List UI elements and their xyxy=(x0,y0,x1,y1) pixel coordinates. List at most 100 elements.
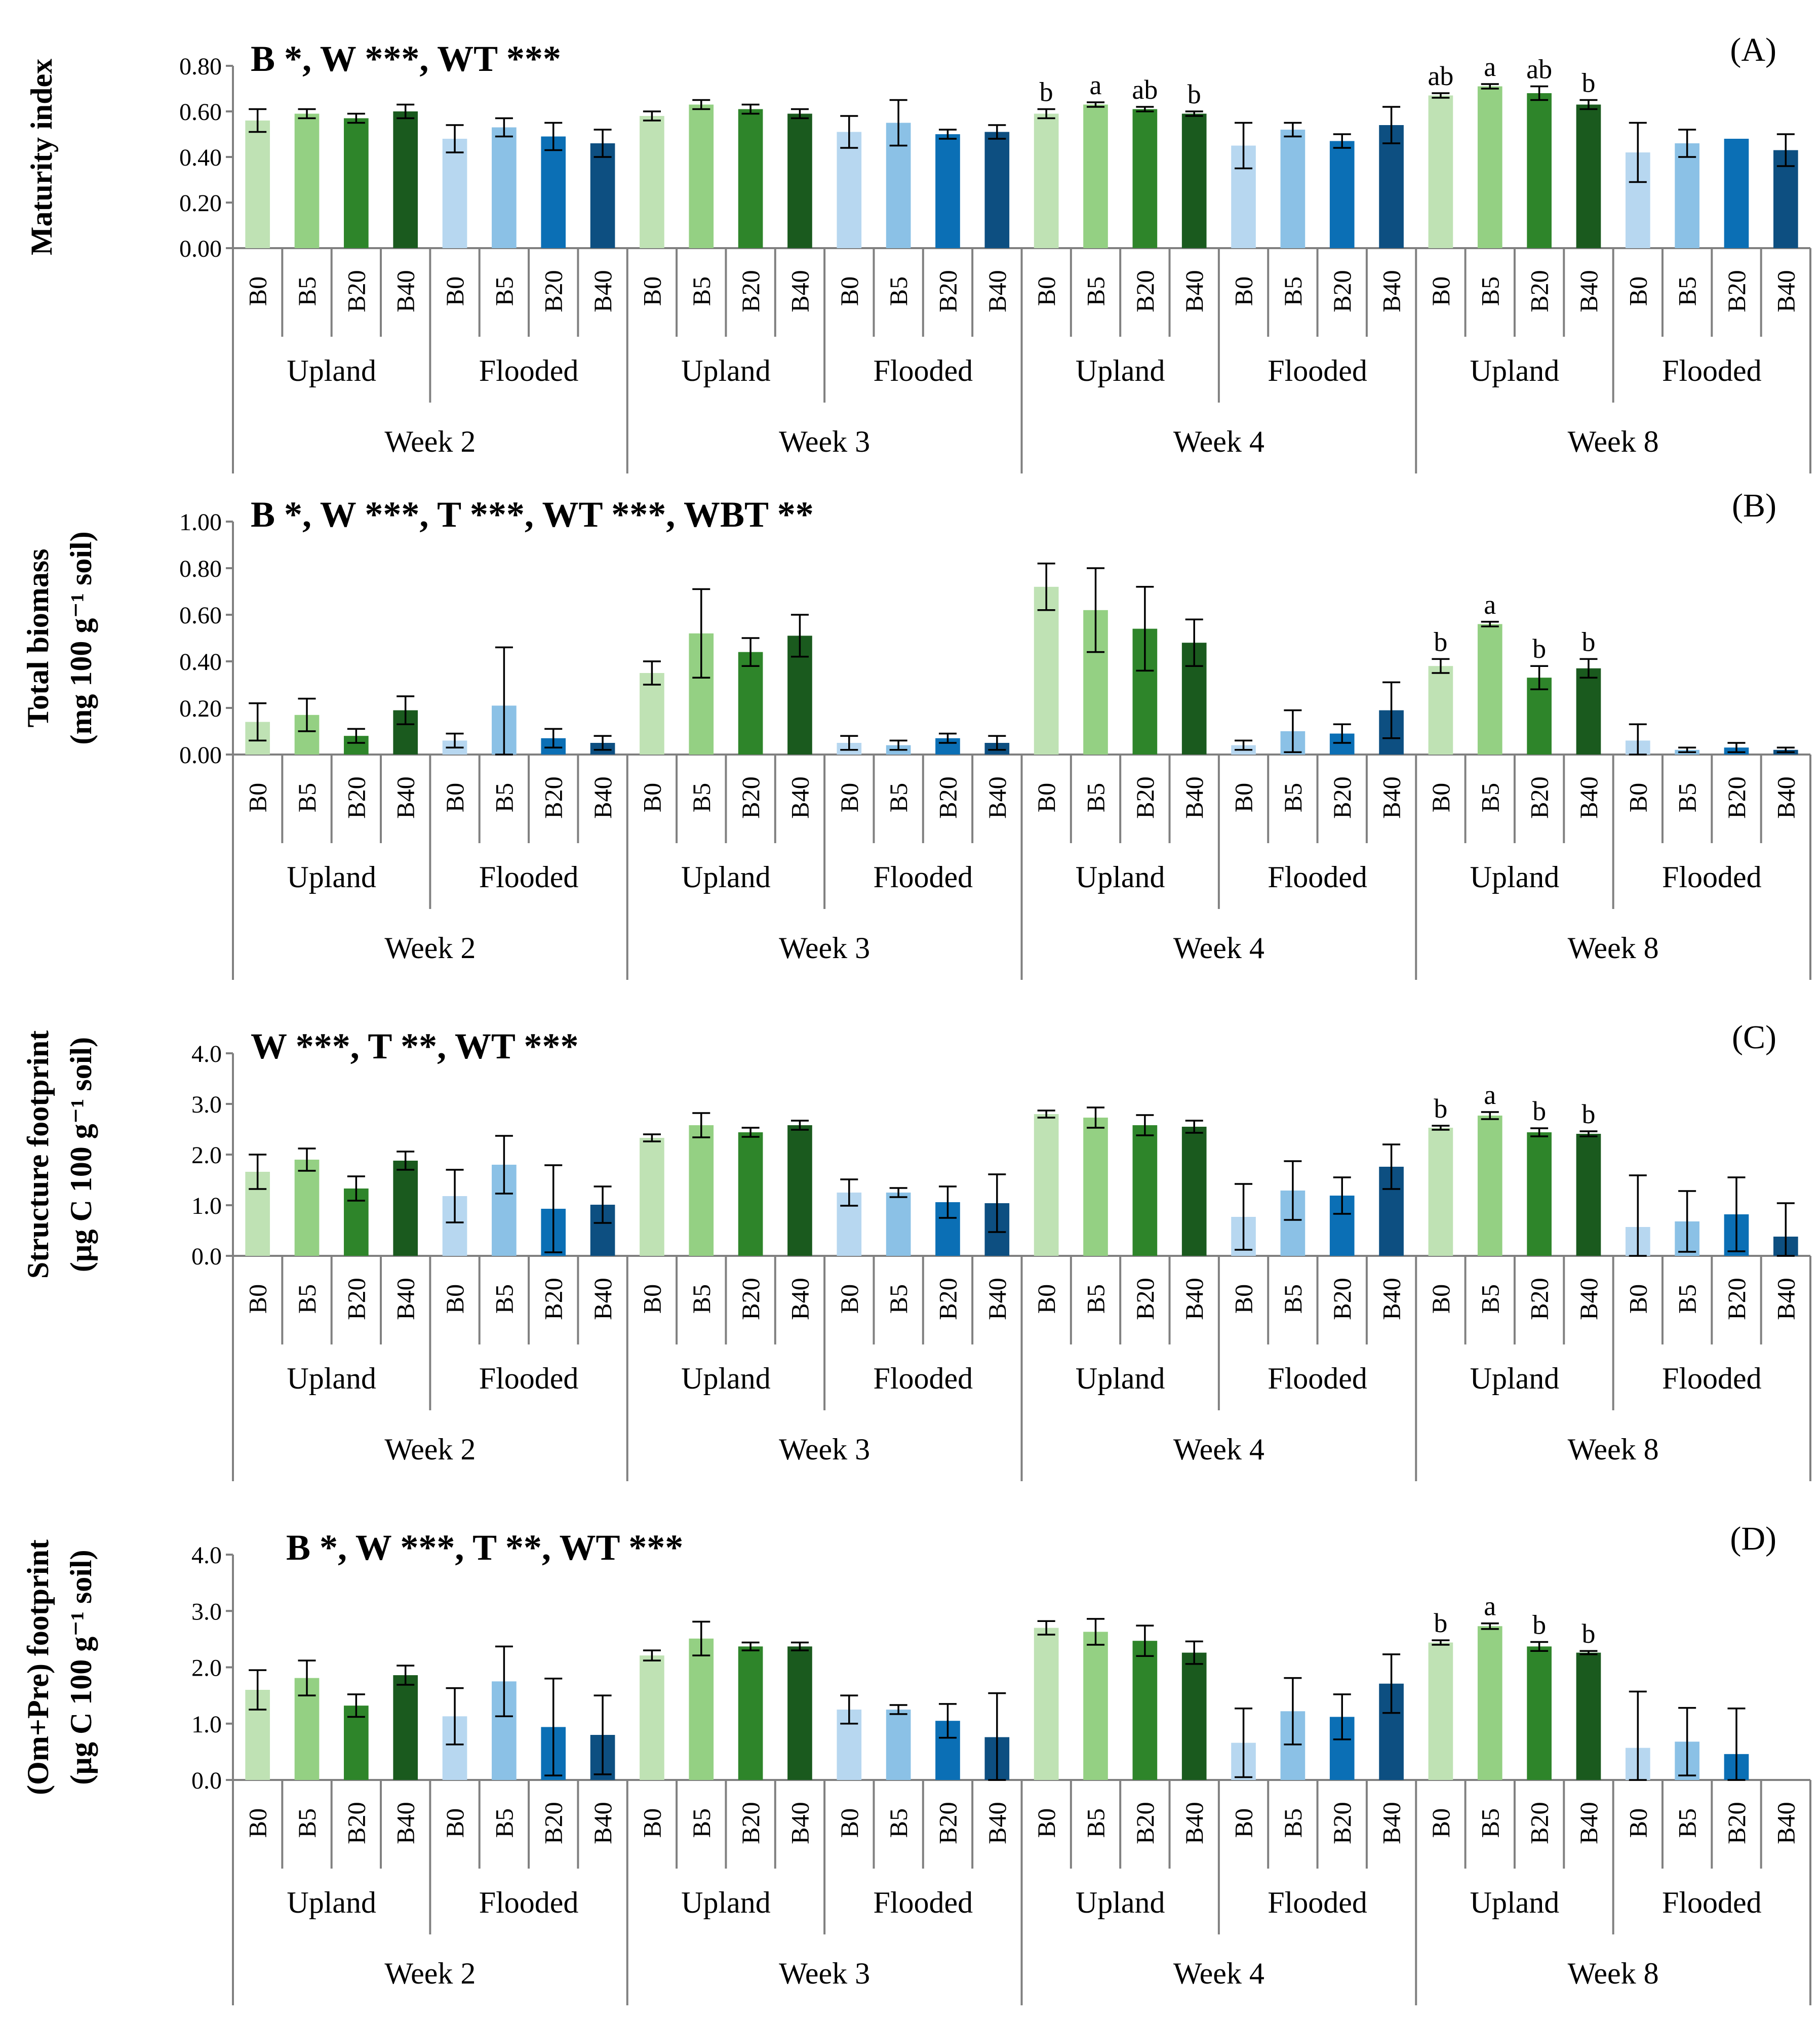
y-axis-title: (µg C 100 g⁻¹ soil) xyxy=(64,1037,98,1272)
category-tick-label: B20 xyxy=(539,1802,568,1844)
bar xyxy=(1034,1114,1059,1256)
bar xyxy=(935,134,960,248)
category-tick-label: B5 xyxy=(1673,276,1702,306)
treatment-label: Upland xyxy=(1076,1362,1165,1395)
category-tick-label: B40 xyxy=(391,776,420,818)
category-tick-label: B0 xyxy=(1230,783,1258,812)
treatment-label: Flooded xyxy=(873,1886,973,1919)
category-tick-label: B0 xyxy=(1427,276,1455,306)
bar xyxy=(787,1125,812,1256)
treatment-label: Flooded xyxy=(479,860,579,894)
week-label: Week 2 xyxy=(384,1433,476,1466)
treatment-label: Upland xyxy=(1470,354,1560,387)
category-tick-label: B20 xyxy=(1722,270,1751,312)
category-tick-label: B40 xyxy=(1180,270,1208,312)
y-axis-title: (Om+Pre) footprint xyxy=(21,1539,55,1795)
y-axis-title: Total biomass xyxy=(21,549,55,728)
bar xyxy=(492,127,517,248)
category-tick-label: B0 xyxy=(638,276,666,306)
bar xyxy=(1527,1132,1552,1256)
category-tick-label: B0 xyxy=(1032,783,1060,812)
bar xyxy=(738,1132,763,1256)
category-tick-label: B5 xyxy=(490,1284,518,1314)
significance-letter: b xyxy=(1188,79,1201,109)
bar xyxy=(1576,668,1601,755)
treatment-label: Upland xyxy=(681,354,771,387)
bar xyxy=(1576,1652,1601,1780)
category-tick-label: B40 xyxy=(1574,1278,1603,1320)
treatment-label: Upland xyxy=(681,860,771,894)
category-tick-label: B20 xyxy=(1328,1278,1356,1320)
category-tick-label: B40 xyxy=(1771,270,1800,312)
treatment-label: Upland xyxy=(287,1362,376,1395)
panel-label: (B) xyxy=(1732,487,1776,524)
week-label: Week 3 xyxy=(779,1433,870,1466)
significance-letter: a xyxy=(1484,1080,1496,1110)
category-tick-label: B0 xyxy=(1032,1284,1060,1314)
treatment-label: Flooded xyxy=(873,1362,973,1395)
significance-letter: b xyxy=(1532,1096,1546,1126)
category-tick-label: B5 xyxy=(293,1284,321,1314)
category-tick-label: B0 xyxy=(441,1808,469,1838)
category-tick-label: B40 xyxy=(391,1278,420,1320)
category-tick-label: B0 xyxy=(638,1284,666,1314)
category-tick-label: B20 xyxy=(1525,270,1554,312)
category-tick-label: B0 xyxy=(835,1284,863,1314)
category-tick-label: B5 xyxy=(687,1284,716,1314)
category-tick-label: B40 xyxy=(1377,270,1406,312)
week-label: Week 3 xyxy=(779,425,870,458)
week-label: Week 4 xyxy=(1173,425,1264,458)
week-label: Week 4 xyxy=(1173,1957,1264,1990)
category-tick-label: B0 xyxy=(1427,783,1455,812)
significance-letter: ab xyxy=(1428,61,1453,91)
bar xyxy=(1477,1626,1502,1780)
category-tick-label: B5 xyxy=(1082,1284,1110,1314)
bar xyxy=(1477,1116,1502,1256)
category-tick-label: B20 xyxy=(933,776,962,818)
significance-letter: a xyxy=(1484,589,1496,620)
bar xyxy=(442,139,467,248)
category-tick-label: B40 xyxy=(391,270,420,312)
category-tick-label: B5 xyxy=(293,1808,321,1838)
significance-letter: ab xyxy=(1132,74,1158,105)
category-tick-label: B20 xyxy=(933,270,962,312)
category-tick-label: B0 xyxy=(244,1808,272,1838)
significance-letter: b xyxy=(1434,1608,1447,1638)
category-tick-label: B0 xyxy=(835,276,863,306)
bar xyxy=(1181,1127,1207,1256)
category-tick-label: B5 xyxy=(1082,1808,1110,1838)
panel-label: (A) xyxy=(1730,31,1776,68)
category-tick-label: B20 xyxy=(342,270,370,312)
bar xyxy=(1034,1628,1059,1780)
bar xyxy=(1428,1128,1453,1256)
category-tick-label: B40 xyxy=(1771,1802,1800,1844)
y-tick-label: 1.00 xyxy=(179,509,222,536)
category-tick-label: B0 xyxy=(244,1284,272,1314)
week-label: Week 2 xyxy=(384,425,476,458)
y-tick-label: 0.20 xyxy=(179,190,222,217)
category-tick-label: B0 xyxy=(244,783,272,812)
bar xyxy=(245,121,270,248)
week-label: Week 2 xyxy=(384,1957,476,1990)
category-tick-label: B5 xyxy=(1673,1808,1702,1838)
bar xyxy=(541,136,566,248)
bar xyxy=(344,118,369,248)
significance-letter: a xyxy=(1484,1591,1496,1621)
bar xyxy=(738,109,763,248)
bar xyxy=(1527,678,1552,755)
bar xyxy=(393,111,418,248)
category-tick-label: B20 xyxy=(1131,270,1159,312)
category-tick-label: B5 xyxy=(1279,276,1307,306)
category-tick-label: B0 xyxy=(1032,276,1060,306)
bar xyxy=(1477,86,1502,248)
bar xyxy=(689,1638,714,1780)
category-tick-label: B0 xyxy=(1624,1284,1652,1314)
category-tick-label: B5 xyxy=(490,276,518,306)
category-tick-label: B5 xyxy=(687,1808,716,1838)
treatment-label: Flooded xyxy=(873,354,973,387)
bar xyxy=(1181,1652,1207,1780)
bar xyxy=(1132,1641,1158,1780)
category-tick-label: B40 xyxy=(1180,1278,1208,1320)
category-tick-label: B20 xyxy=(1131,1802,1159,1844)
treatment-label: Flooded xyxy=(1662,860,1762,894)
